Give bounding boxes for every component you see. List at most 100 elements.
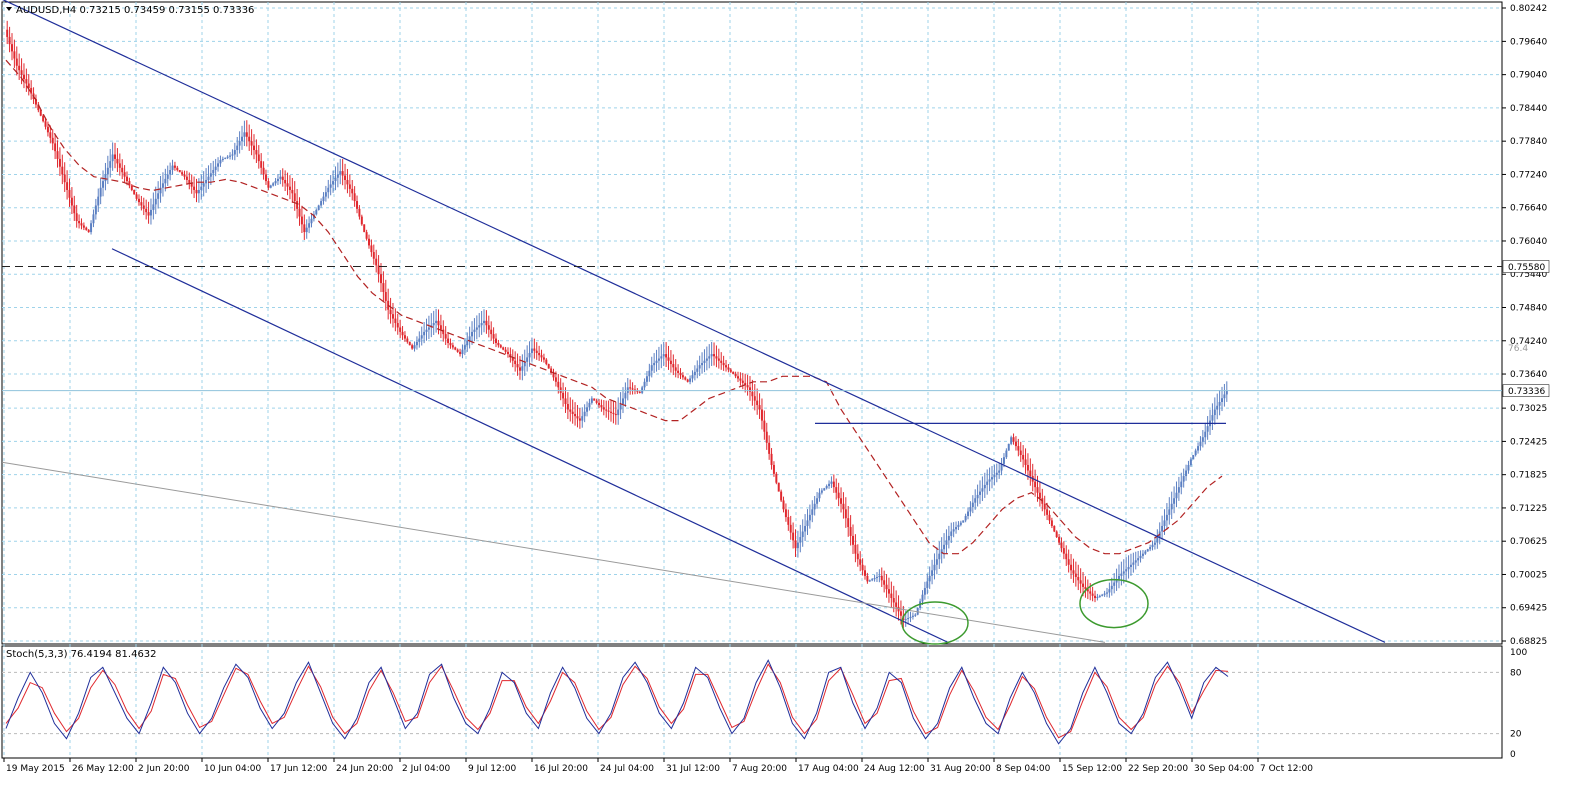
candle-body [6, 29, 9, 37]
candle-body [102, 181, 105, 188]
candle-body [236, 145, 239, 151]
candle-body [420, 335, 423, 339]
candle-body [940, 549, 943, 554]
candle-body [1055, 531, 1058, 538]
candle-body [612, 412, 615, 414]
candle-body [847, 518, 850, 528]
candle-body [931, 570, 934, 576]
candle-body [368, 238, 371, 246]
candle-body [633, 389, 636, 391]
candle-body [746, 385, 749, 388]
candle-body [535, 350, 538, 353]
candle-body [928, 575, 931, 582]
candle-body [82, 225, 85, 228]
x-tick-label: 26 May 12:00 [72, 764, 134, 774]
x-tick-label: 9 Jul 12:00 [468, 764, 517, 774]
symbol-header: AUDUSD,H4 0.73215 0.73459 0.73155 0.7333… [16, 5, 254, 16]
candle-body [662, 354, 665, 357]
candle-body [1060, 542, 1063, 549]
candle-body [286, 183, 289, 187]
candle-body [15, 58, 18, 66]
candle-body [418, 338, 421, 342]
y-tick-label: 0.71825 [1510, 471, 1547, 481]
candle-body [305, 227, 308, 233]
candle-body [751, 391, 754, 397]
candle-body [547, 364, 550, 369]
x-tick-label: 17 Aug 04:00 [798, 764, 859, 774]
stoch-axis: 100 80 20 0 [1510, 648, 1527, 760]
candle-body [145, 208, 148, 213]
y-tick-label: 0.73640 [1510, 370, 1547, 380]
candle-body [701, 362, 704, 366]
candle-body [880, 575, 883, 581]
candle-body [351, 188, 354, 194]
candle-body [425, 329, 428, 332]
candle-body [111, 154, 114, 162]
candle-body [181, 172, 184, 175]
y-tick-label: 0.71225 [1510, 504, 1547, 514]
candle-body [1019, 450, 1022, 455]
candle-body [950, 531, 953, 536]
candle-body [1077, 576, 1080, 581]
candle-body [190, 183, 193, 187]
candle-body [1144, 551, 1147, 554]
candle-body [1043, 503, 1046, 510]
candle-body [885, 584, 888, 590]
price-pane-frame[interactable] [1, 1, 1503, 645]
candle-body [1084, 586, 1087, 590]
candle-body [1125, 569, 1128, 572]
candle-body [49, 132, 52, 138]
price-axis: 0.80242 0.79640 0.79040 0.78440 0.77840 0.772… [1502, 4, 1550, 647]
candle-body [645, 376, 648, 382]
candle-body [97, 196, 100, 206]
candle-body [811, 509, 814, 515]
candle-body [42, 115, 45, 122]
candle-body [442, 329, 445, 335]
candle-body [890, 593, 893, 599]
candle-body [981, 488, 984, 492]
candle-body [871, 579, 874, 581]
moving-average-line [5, 59, 1223, 555]
candle-body [574, 413, 577, 417]
x-tick-label: 7 Aug 20:00 [732, 764, 787, 774]
candle-body [1103, 593, 1106, 595]
candle-body [1206, 426, 1209, 432]
candle-body [169, 170, 172, 175]
candle-body [1005, 450, 1008, 458]
candle-body [483, 320, 486, 324]
candle-body [224, 157, 227, 159]
y-tick-label: 0.74840 [1510, 304, 1547, 314]
candle-body [317, 205, 320, 210]
candle-body [308, 223, 311, 228]
candle-body [947, 535, 950, 541]
candle-body [842, 503, 845, 510]
candle-body [322, 196, 325, 202]
candle-body [1007, 443, 1010, 451]
candle-body [698, 365, 701, 369]
candle-body [459, 351, 462, 355]
x-tick-label: 31 Jul 12:00 [666, 764, 720, 774]
channel-upper-line [2, 0, 1386, 643]
x-tick-label: 22 Sep 20:00 [1128, 764, 1188, 774]
candle-body [998, 470, 1001, 473]
candle-body [288, 186, 291, 190]
candle-body [1173, 498, 1176, 504]
candle-body [233, 150, 236, 155]
candle-body [576, 416, 579, 419]
candle-body [509, 354, 512, 358]
candle-body [844, 509, 847, 519]
candle-body [1216, 405, 1219, 410]
candle-body [356, 201, 359, 209]
candle-body [859, 559, 862, 565]
candle-body [566, 403, 569, 410]
dropdown-triangle-icon[interactable] [6, 7, 12, 11]
candle-body [90, 223, 93, 233]
candle-body [775, 473, 778, 483]
candle-body [737, 376, 740, 379]
candle-body [607, 410, 610, 412]
candle-body [109, 161, 112, 168]
candle-body [818, 492, 821, 499]
candle-body [499, 345, 502, 348]
candle-body [391, 314, 394, 319]
